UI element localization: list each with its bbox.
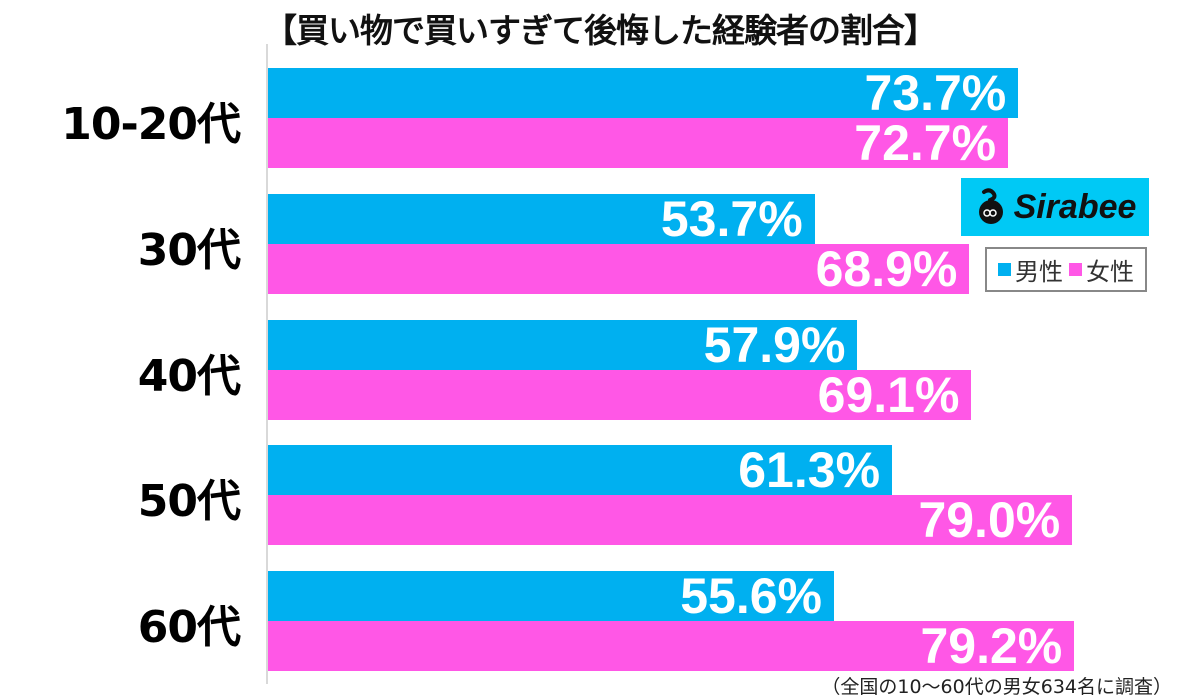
bar-female: 69.1% — [268, 367, 972, 423]
bar-male: 73.7% — [268, 65, 1019, 121]
legend-item-female: 女性 — [1069, 252, 1134, 287]
bar-male: 53.7% — [268, 191, 815, 247]
bar-female: 79.2% — [268, 618, 1075, 674]
logo-text: Sirabee — [1013, 187, 1137, 226]
category-label: 50代 — [137, 476, 241, 528]
legend-item-male: 男性 — [998, 252, 1063, 287]
bar-male: 55.6% — [268, 568, 834, 624]
bar-female: 72.7% — [268, 115, 1009, 171]
bar-female: 79.0% — [268, 492, 1073, 548]
legend: 男性 女性 — [985, 247, 1147, 292]
sirabee-mascot-icon — [978, 188, 1003, 224]
sirabee-logo: Sirabee — [961, 178, 1149, 236]
bar-value-label: 72.7% — [854, 115, 997, 171]
bar-male: 61.3% — [268, 442, 893, 498]
y-axis-line — [266, 44, 268, 684]
bar-value-label: 69.1% — [817, 366, 960, 423]
bar-value-label: 68.9% — [815, 240, 958, 297]
bar-value-label: 61.3% — [738, 442, 881, 499]
chart-title: 【買い物で買いすぎて後悔した経験者の割合】 — [264, 11, 937, 50]
bar-value-label: 73.7% — [864, 65, 1007, 121]
legend-label-male: 男性 — [1015, 258, 1063, 286]
category-label: 60代 — [137, 602, 241, 653]
bar-value-label: 79.2% — [920, 618, 1063, 674]
bar-female: 68.9% — [268, 241, 970, 297]
category-label: 10-20代 — [61, 99, 241, 150]
legend-swatch-female — [1069, 263, 1082, 276]
bar-value-label: 53.7% — [660, 190, 803, 247]
category-label: 40代 — [137, 350, 241, 402]
bar-value-label: 55.6% — [680, 568, 822, 624]
category-label: 30代 — [137, 224, 241, 276]
survey-note: （全国の10〜60代の男女634名に調査） — [821, 676, 1172, 698]
bar-male: 57.9% — [268, 317, 858, 373]
bar-value-label: 79.0% — [918, 492, 1061, 549]
legend-label-female: 女性 — [1086, 258, 1134, 286]
bar-value-label: 57.9% — [703, 316, 846, 373]
legend-swatch-male — [998, 263, 1011, 276]
